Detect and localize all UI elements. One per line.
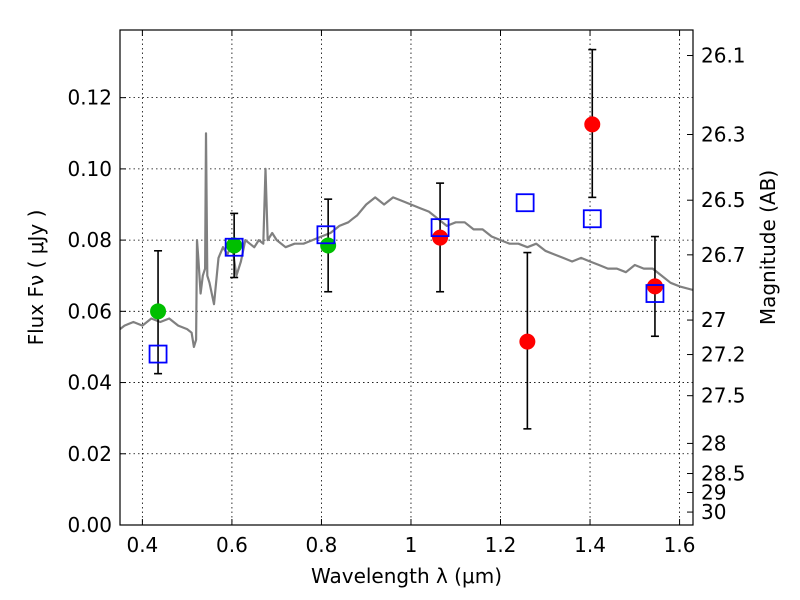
y-tick-label: 0.08 [67,228,112,252]
spectrum-line [120,132,693,348]
right-tick-label: 28 [701,431,726,455]
model-square-marker [645,284,665,303]
right-tick-label: 26.1 [701,44,746,68]
grid-lines [120,30,693,526]
right-tick-label: 30 [701,500,726,524]
right-tick-label: 28.5 [701,462,746,486]
y-tick-label: 0.02 [67,442,112,466]
x-tick-label: 0.6 [216,533,248,557]
x-tick-label: 1 [405,533,418,557]
x-tick-label: 0.4 [126,533,158,557]
data-point-circle [432,229,449,246]
x-tick-label: 1.6 [664,533,696,557]
data-point-circle [646,278,663,295]
right-tick-label: 26.3 [701,123,746,147]
right-axis-label: Magnitude (AB) [756,170,780,325]
data-point-circle [584,116,601,133]
markers-layer [148,116,665,364]
x-axis-label: Wavelength λ (μm) [311,564,502,588]
right-tick-label: 26.7 [701,243,746,267]
right-tick-label: 27 [701,308,726,332]
right-tick-label: 27.2 [701,343,746,367]
axis-ticks: 0.4 0.6 0.8 1 1.2 1.4 1.6 0.00 0.02 0.04 0.06 0.08 0… [67,30,746,557]
data-point-circle [519,333,536,350]
right-tick-label: 27.5 [701,384,746,408]
plot-frame [119,29,694,526]
y-axis-label: Flux Fν ( μJy ) [24,210,48,346]
y-tick-label: 0.10 [67,157,112,181]
y-tick-label: 0.06 [67,299,112,323]
model-square-marker [148,344,168,364]
model-square-marker [430,218,450,238]
model-square-marker [224,237,244,257]
x-tick-label: 1.4 [574,533,606,557]
right-tick-label: 26.5 [701,188,746,212]
model-square-marker [316,225,336,245]
data-point-circle [226,237,243,254]
data-point-circle [150,303,167,320]
y-tick-label: 0.04 [67,371,112,395]
model-square-marker [582,209,602,229]
x-tick-label: 1.2 [485,533,517,557]
right-tick-label: 29 [701,481,726,505]
x-tick-label: 0.8 [306,533,338,557]
y-tick-label: 0.12 [67,86,112,110]
y-tick-label: 0.00 [67,513,112,537]
model-spectrum-layer [120,132,693,348]
model-square-marker [515,193,535,213]
data-point-circle [320,237,337,254]
